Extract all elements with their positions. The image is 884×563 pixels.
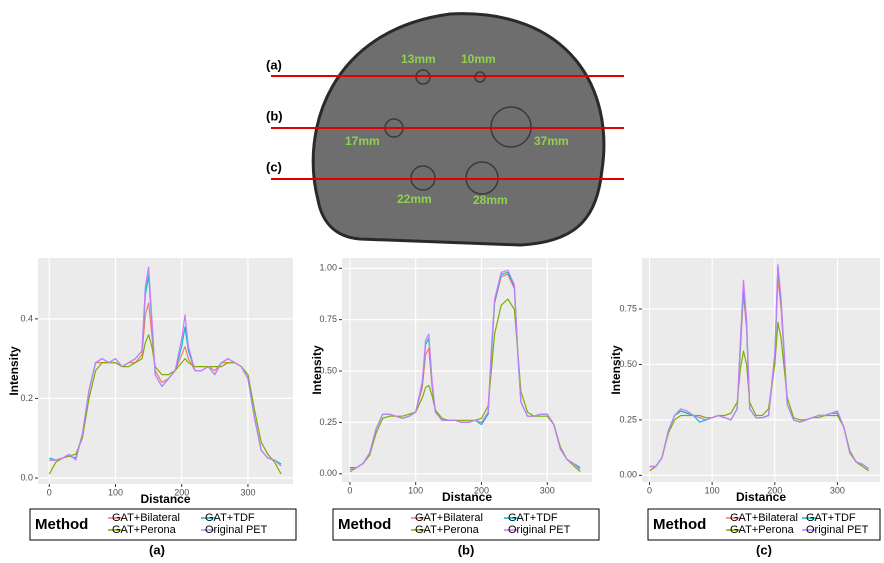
legend-title: Method: [338, 516, 391, 533]
series-line: [649, 321, 870, 472]
legend-label: GAT+TDF: [205, 512, 255, 524]
y-tick-label: 0.4: [20, 313, 33, 323]
line-label: (c): [266, 159, 282, 174]
legend-title: Method: [653, 516, 706, 533]
legend-title: Method: [35, 516, 88, 533]
x-tick-label: 300: [830, 485, 845, 495]
legend: Method GAT+Bilateral GAT+TDF GAT+Perona Orig…: [647, 508, 881, 541]
size-label: 28mm: [473, 193, 508, 207]
legend-label: GAT+Perona: [730, 524, 795, 536]
legend-label: Original PET: [205, 524, 268, 536]
line-label: (a): [266, 57, 282, 72]
legend-label: Original PET: [806, 524, 869, 536]
y-axis-title: Intensity: [609, 345, 623, 395]
y-tick-label: 0.75: [619, 303, 637, 313]
plot-background: [642, 258, 880, 482]
x-tick-label: 0: [47, 487, 52, 497]
legend-label: GAT+Perona: [112, 524, 177, 536]
legend-label: GAT+Perona: [415, 524, 480, 536]
line-label: (b): [266, 108, 283, 123]
series-line: [49, 266, 282, 467]
y-tick-label: 0.0: [20, 472, 33, 482]
panel-label: (a): [149, 542, 165, 557]
legend-label: GAT+Bilateral: [415, 512, 483, 524]
size-label: 17mm: [345, 134, 380, 148]
x-tick-label: 100: [705, 485, 720, 495]
legend: Method GAT+Bilateral GAT+TDF GAT+Perona Orig…: [29, 508, 297, 541]
y-tick-label: 0.50: [619, 359, 637, 369]
panel-label: (c): [756, 542, 772, 557]
plot-background: [38, 258, 293, 484]
y-tick-label: 0.00: [319, 468, 337, 478]
x-axis-title: Distance: [736, 490, 786, 504]
legend-label: GAT+Bilateral: [112, 512, 180, 524]
legend-label: GAT+TDF: [806, 512, 856, 524]
series-line: [649, 264, 870, 470]
x-tick-label: 0: [647, 485, 652, 495]
series-line: [349, 298, 581, 473]
x-axis-title: Distance: [442, 490, 492, 504]
legend-box: [647, 508, 881, 541]
y-tick-label: 0.25: [619, 414, 637, 424]
chart: 0.0 0.2 0.4 0 100 200 300 Distance Intensity Meth…: [7, 258, 297, 557]
x-tick-label: 300: [240, 487, 255, 497]
plot-background: [342, 258, 592, 482]
y-axis-title: Intensity: [310, 345, 324, 395]
y-tick-label: 0.50: [319, 365, 337, 375]
phantom: (a) (b) (c) 13mm 10mm 17mm 37mm 22mm 28m…: [266, 12, 624, 247]
x-tick-label: 300: [540, 485, 555, 495]
legend-box: [332, 508, 600, 541]
y-tick-label: 0.75: [319, 314, 337, 324]
size-label: 22mm: [397, 192, 432, 206]
x-tick-label: 200: [474, 485, 489, 495]
legend-box: [29, 508, 297, 541]
series-line: [349, 269, 581, 471]
size-label: 10mm: [461, 52, 496, 66]
size-label: 13mm: [401, 52, 436, 66]
legend-label: GAT+Bilateral: [730, 512, 798, 524]
x-tick-label: 200: [767, 485, 782, 495]
legend-label: Original PET: [508, 524, 571, 536]
legend-label: GAT+TDF: [508, 512, 558, 524]
chart: 0.00 0.25 0.50 0.75 1.00 0 100 200 300 Distance In…: [310, 258, 600, 557]
x-tick-label: 100: [108, 487, 123, 497]
y-tick-label: 0.25: [319, 417, 337, 427]
x-tick-label: 100: [408, 485, 423, 495]
y-tick-label: 0.00: [619, 470, 637, 480]
x-tick-label: 0: [347, 485, 352, 495]
chart: 0.00 0.25 0.50 0.75 0 100 200 300 Distance Intens…: [609, 258, 881, 557]
y-tick-label: 0.2: [20, 393, 33, 403]
x-axis-title: Distance: [140, 492, 190, 506]
size-label: 37mm: [534, 134, 569, 148]
y-tick-label: 1.00: [319, 263, 337, 273]
y-axis-title: Intensity: [7, 346, 21, 396]
legend: Method GAT+Bilateral GAT+TDF GAT+Perona Orig…: [332, 508, 600, 541]
panel-label: (b): [458, 542, 475, 557]
phantom-body: [311, 12, 606, 247]
x-tick-label: 200: [174, 487, 189, 497]
